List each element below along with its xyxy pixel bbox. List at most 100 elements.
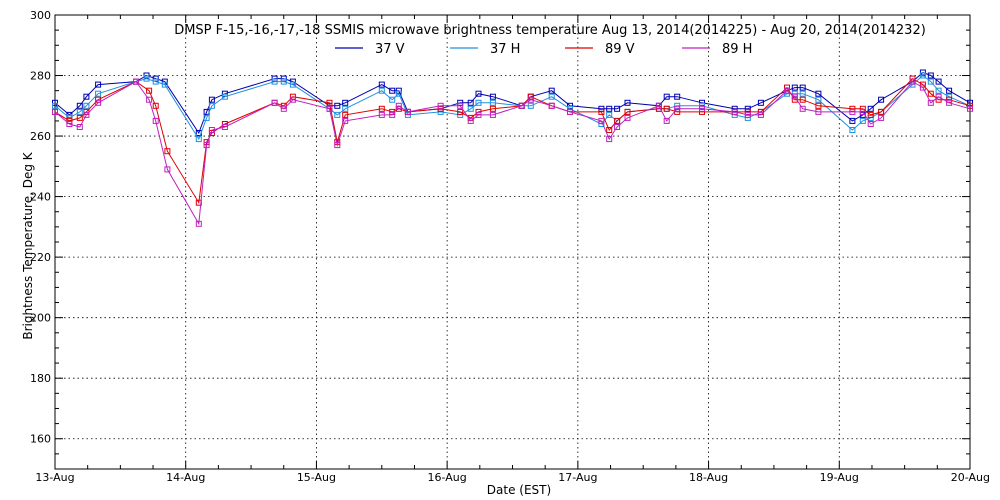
axis-ticks: 160 180 200 220 240 260 280 300 13-Aug 14-Aug 15-A… [30,9,990,484]
data-point [527,96,534,103]
data-point [909,78,916,85]
data-point [203,114,210,121]
data-point [548,93,555,100]
data-point [326,99,333,106]
data-point [518,102,525,109]
data-point [744,111,751,118]
data-point [404,108,411,115]
data-point [699,108,705,115]
data-point [342,111,349,118]
data-point [919,84,926,91]
data-point [663,93,670,100]
data-point [946,87,953,94]
data-point [927,72,934,79]
data-point [731,108,738,115]
data-point [849,105,856,112]
data-point [389,96,396,103]
data-point [624,99,631,106]
data-point [66,121,73,127]
data-point [815,102,822,109]
data-point [457,108,464,115]
data-point [395,102,402,109]
x-tick-label: 15-Aug [297,471,336,484]
chart-title: DMSP F-15,-16,-17,-18 SSMIS microwave br… [174,23,926,38]
data-point [927,90,934,97]
x-tick-label: 19-Aug [820,471,859,484]
legend-label: 37 H [490,42,520,57]
x-tick-label: 13-Aug [35,471,74,484]
data-point [378,105,385,112]
series-line [54,77,971,205]
data-point [280,78,287,85]
data-point [143,75,150,82]
data-point [475,111,482,118]
data-point [967,105,973,112]
data-point [784,87,790,94]
legend-label: 89 H [722,42,752,57]
data-point [95,96,102,103]
data-point [744,105,751,112]
data-point [95,81,102,88]
data-point [799,90,806,97]
x-tick-label: 17-Aug [558,471,597,484]
data-point [624,108,631,115]
data-point [867,105,874,112]
data-point [663,117,670,124]
data-point [614,105,621,112]
x-tick-label: 16-Aug [428,471,467,484]
data-point [878,108,885,115]
data-point [927,78,934,85]
data-point [152,117,159,124]
y-tick-label: 180 [30,372,51,385]
data-point [208,96,215,103]
data-point [935,78,942,85]
data-point [389,87,396,94]
data-point [815,108,822,115]
data-point [606,111,613,118]
data-point [567,108,573,115]
data-point [849,117,856,124]
data-point [859,108,866,115]
data-point [221,93,228,100]
data-point [927,99,934,106]
data-point [334,102,341,109]
data-point [548,102,555,109]
data-point [95,90,102,97]
data-point [849,108,856,115]
y-axis-label: Brightness Temperature, Deg K [21,151,35,339]
data-point [83,111,90,118]
data-point [76,108,83,115]
data-point [935,93,942,100]
data-point [76,102,83,109]
legend-label: 89 V [605,42,635,57]
data-point [878,114,885,121]
data-point [457,102,464,109]
y-tick-label: 160 [30,433,51,446]
series-line [54,80,971,226]
data-point [334,142,341,149]
data-point [489,105,496,112]
data-point [867,121,874,127]
y-tick-label: 280 [30,70,51,83]
data-point [289,81,296,88]
data-point [289,96,296,103]
data-point [663,105,670,112]
data-point [221,124,228,130]
data-point [467,99,474,106]
data-point [389,111,396,118]
data-point [489,93,496,100]
series-layer [52,69,973,227]
data-point [699,105,705,112]
data-point [76,124,83,130]
data-point [606,136,613,143]
data-point [334,111,341,118]
y-tick-label: 240 [30,191,51,204]
data-point [655,102,662,109]
data-point [791,84,798,91]
data-point [878,96,885,103]
x-tick-label: 14-Aug [166,471,205,484]
data-point [378,87,385,94]
data-point [342,99,349,106]
data-point [152,78,159,85]
